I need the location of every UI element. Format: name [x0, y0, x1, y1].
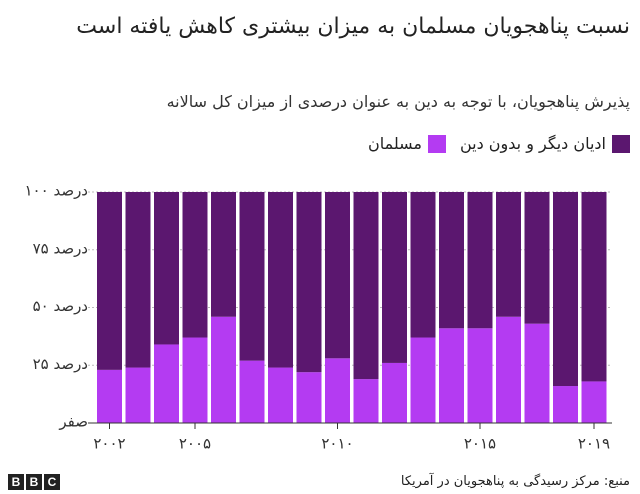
bar-segment	[325, 192, 350, 359]
y-tick-label: صفر	[58, 413, 88, 431]
bar-segment	[239, 360, 265, 423]
bar-segment	[581, 192, 607, 382]
x-tick-label: ۲۰۱۰	[321, 435, 353, 453]
chart: صفر ۲۵ درصد ۵۰ درصد ۷۵ درصد ۱۰۰ درصد ۲۰۰۲ ۲۰۰۵…	[25, 182, 612, 453]
y-tick-label: ۱۰۰ درصد	[25, 182, 89, 200]
x-tick-label: ۲۰۱۹	[578, 435, 610, 453]
y-tick-label: ۷۵ درصد	[33, 239, 88, 257]
bar-segment	[382, 192, 407, 363]
legend-label: مسلمان	[367, 134, 422, 153]
bar-segment	[353, 379, 379, 423]
y-tick-label: ۲۵ درصد	[33, 355, 88, 373]
legend-swatch	[427, 134, 446, 153]
legend-label: ادیان دیگر و بدون دین	[459, 134, 606, 153]
logo-letter: B	[8, 474, 24, 490]
x-tick-label: ۲۰۰۵	[179, 435, 211, 453]
bar-segment	[296, 372, 322, 423]
bar-segment	[154, 192, 179, 345]
bar-segment	[410, 337, 436, 423]
bar-segment	[239, 192, 265, 361]
bar-segment	[182, 337, 208, 423]
bar-segment	[211, 316, 236, 423]
bar-segment	[296, 192, 322, 373]
bar-segment	[325, 358, 350, 423]
bar-segment	[125, 192, 151, 368]
bar-segment	[524, 323, 550, 423]
logo: B B C	[8, 474, 60, 490]
bar-segment	[97, 192, 122, 370]
legend-item: ادیان دیگر و بدون دین	[460, 134, 630, 153]
bar-segment	[97, 369, 122, 423]
y-tick-label: ۵۰ درصد	[33, 297, 88, 315]
bar-segment	[524, 192, 550, 324]
bar-segment	[410, 192, 436, 338]
bar-segment	[496, 316, 521, 423]
bar-segment	[154, 344, 179, 423]
x-tick-label: ۲۰۱۵	[464, 435, 496, 453]
bar-segment	[553, 192, 578, 387]
legend: ادیان دیگر و بدون دین مسلمان	[368, 134, 630, 153]
bar-segment	[439, 328, 464, 423]
bar-segment	[353, 192, 379, 380]
logo-letter: B	[26, 474, 42, 490]
source: منبع: مرکز رسیدگی به پناهجویان در آمریکا	[400, 474, 630, 489]
bar-segment	[553, 386, 578, 423]
footer: B B C منبع: مرکز رسیدگی به پناهجویان در …	[0, 470, 640, 494]
legend-item: مسلمان	[368, 134, 446, 153]
bar-segment	[268, 367, 293, 423]
bar-segment	[496, 192, 521, 317]
bar-segment	[182, 192, 208, 338]
bar-segment	[439, 192, 464, 329]
logo-letter: C	[44, 474, 60, 490]
bar-segment	[581, 381, 607, 423]
bar-segment	[125, 367, 151, 423]
bar-segment	[268, 192, 293, 368]
chart-title: نسبت پناهجویان مسلمان به میزان بیشتری کا…	[76, 14, 630, 39]
bar-segment	[467, 328, 493, 423]
bar-segment	[211, 192, 236, 317]
legend-swatch	[612, 134, 630, 153]
x-tick-label: ۲۰۰۲	[93, 435, 125, 453]
bar-segment	[382, 362, 407, 423]
bar-segment	[467, 192, 493, 329]
chart-subtitle: پذیرش پناهجویان، با توجه به دین به عنوان…	[166, 92, 630, 111]
